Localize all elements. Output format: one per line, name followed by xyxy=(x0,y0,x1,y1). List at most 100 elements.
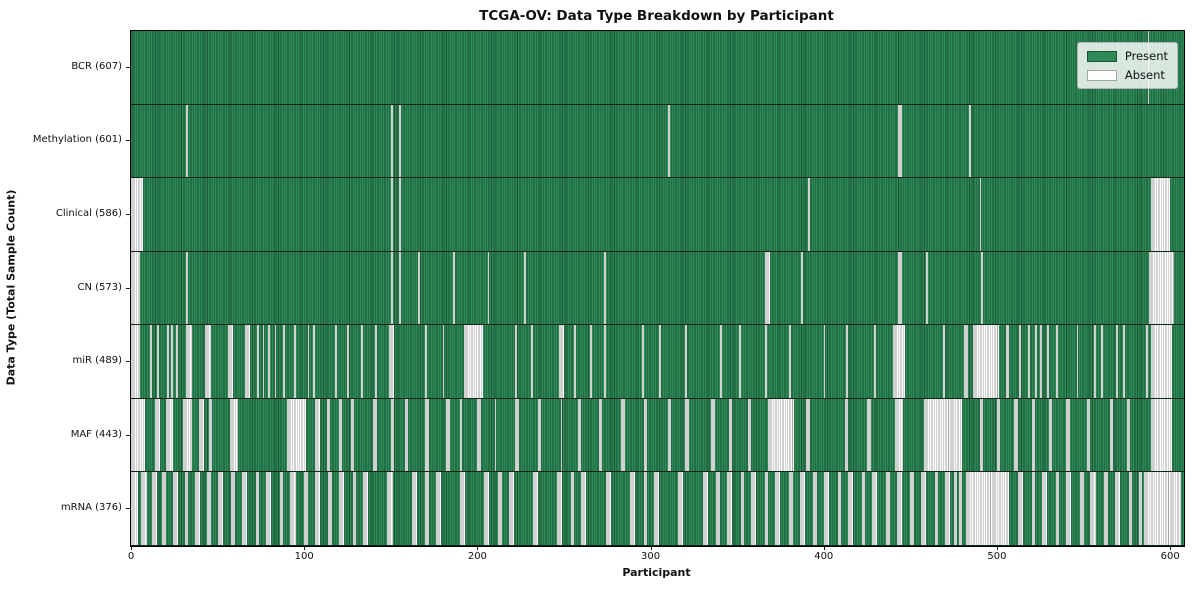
absent-stripe xyxy=(227,325,234,398)
absent-stripe xyxy=(1031,472,1036,545)
absent-stripe xyxy=(131,325,140,398)
absent-stripe xyxy=(848,472,854,545)
absent-stripe xyxy=(872,472,878,545)
absent-stripe xyxy=(1145,325,1148,398)
absent-stripe xyxy=(806,398,810,472)
absent-stripe xyxy=(621,398,625,472)
absent-stripe xyxy=(844,398,848,472)
absent-stripe xyxy=(1055,472,1060,545)
absent-stripe xyxy=(165,398,173,472)
absent-stripe xyxy=(1100,325,1103,398)
x-tick-mark xyxy=(304,546,306,550)
absent-stripe xyxy=(702,472,708,545)
absent-stripe xyxy=(352,472,357,545)
row-methylation xyxy=(131,104,1184,179)
absent-stripe xyxy=(170,325,173,398)
absent-stripe xyxy=(1041,472,1048,545)
absent-stripe xyxy=(390,251,393,325)
row-bcr xyxy=(131,31,1184,105)
absent-stripe xyxy=(823,472,829,545)
absent-stripe xyxy=(1014,398,1018,472)
absent-stripe xyxy=(603,325,606,398)
y-tick-label-clinical: Clinical (586) xyxy=(55,207,122,219)
absent-stripe xyxy=(1151,178,1171,251)
absent-stripe xyxy=(685,325,687,398)
absent-stripe xyxy=(1151,325,1172,398)
absent-stripe xyxy=(893,325,906,398)
absent-stripe xyxy=(399,104,402,178)
absent-stripe xyxy=(217,472,223,545)
absent-stripe xyxy=(678,472,684,545)
absent-stripe xyxy=(738,325,741,398)
absent-stripe xyxy=(719,325,722,398)
absent-stripe xyxy=(886,472,890,545)
absent-stripe xyxy=(1109,398,1113,472)
absent-stripe xyxy=(361,325,364,398)
absent-stripe xyxy=(979,178,982,251)
row-clinical xyxy=(131,178,1184,252)
absent-stripe xyxy=(898,104,902,178)
y-tick-label-bcr: BCR (607) xyxy=(71,60,122,72)
absent-stripe xyxy=(425,472,429,545)
absent-stripe xyxy=(167,325,170,398)
absent-stripe xyxy=(823,325,826,398)
absent-stripe xyxy=(581,472,587,545)
absent-stripe xyxy=(477,398,481,472)
absent-stripe xyxy=(667,104,670,178)
absent-stripe xyxy=(667,398,672,472)
absent-stripe xyxy=(184,472,189,545)
y-tick-mark xyxy=(126,434,130,436)
absent-stripe xyxy=(460,398,462,472)
absent-stripe xyxy=(958,472,963,545)
absent-stripe xyxy=(1151,398,1172,472)
absent-stripe xyxy=(363,472,369,545)
x-tick-mark xyxy=(131,546,132,550)
absent-stripe xyxy=(162,472,166,545)
absent-stripe xyxy=(350,398,355,472)
absent-stripe xyxy=(524,251,526,325)
y-tick-label-cn: CN (573) xyxy=(77,281,122,293)
absent-stripe xyxy=(603,251,606,325)
chart-title: TCGA-OV: Data Type Breakdown by Particip… xyxy=(479,8,834,24)
absent-stripe xyxy=(1138,472,1143,545)
absent-stripe xyxy=(846,325,848,398)
absent-stripe xyxy=(131,398,145,472)
y-tick-mark xyxy=(126,140,130,142)
absent-stripe xyxy=(654,472,660,545)
absent-stripe xyxy=(328,472,332,545)
absent-stripe xyxy=(515,398,519,472)
x-tick-label-0: 0 xyxy=(127,551,135,562)
absent-stripe xyxy=(155,398,161,472)
absent-stripe xyxy=(574,325,577,398)
legend-label-absent: Absent xyxy=(1124,68,1165,82)
absent-stripe xyxy=(389,325,395,398)
absent-stripe xyxy=(1047,325,1049,398)
x-tick-label-200: 200 xyxy=(467,551,487,562)
x-tick-mark xyxy=(996,546,998,550)
absent-stripe xyxy=(570,472,575,545)
absent-stripe xyxy=(981,251,984,325)
absent-stripe xyxy=(290,472,296,545)
absent-stripe xyxy=(1028,325,1030,398)
present-swatch xyxy=(1086,50,1117,62)
absent-stripe xyxy=(605,472,611,545)
absent-stripe xyxy=(245,325,251,398)
absent-stripe xyxy=(498,472,502,545)
y-tick-mark xyxy=(126,66,130,68)
absent-stripe xyxy=(726,472,732,545)
absent-stripe xyxy=(801,251,803,325)
absent-stripe xyxy=(808,178,810,251)
absent-stripe xyxy=(1017,472,1023,545)
row-mrna xyxy=(131,472,1184,546)
absent-stripe xyxy=(1123,325,1126,398)
absent-stripe xyxy=(172,472,178,545)
absent-stripe xyxy=(390,178,393,251)
absent-stripe xyxy=(643,472,648,545)
absent-stripe xyxy=(789,472,793,545)
absent-stripe xyxy=(764,325,767,398)
x-tick-mark xyxy=(823,546,825,550)
absent-stripe xyxy=(1019,325,1022,398)
absent-stripe xyxy=(965,472,1010,545)
y-tick-mark xyxy=(126,287,130,289)
x-axis-label: Participant xyxy=(622,566,691,579)
